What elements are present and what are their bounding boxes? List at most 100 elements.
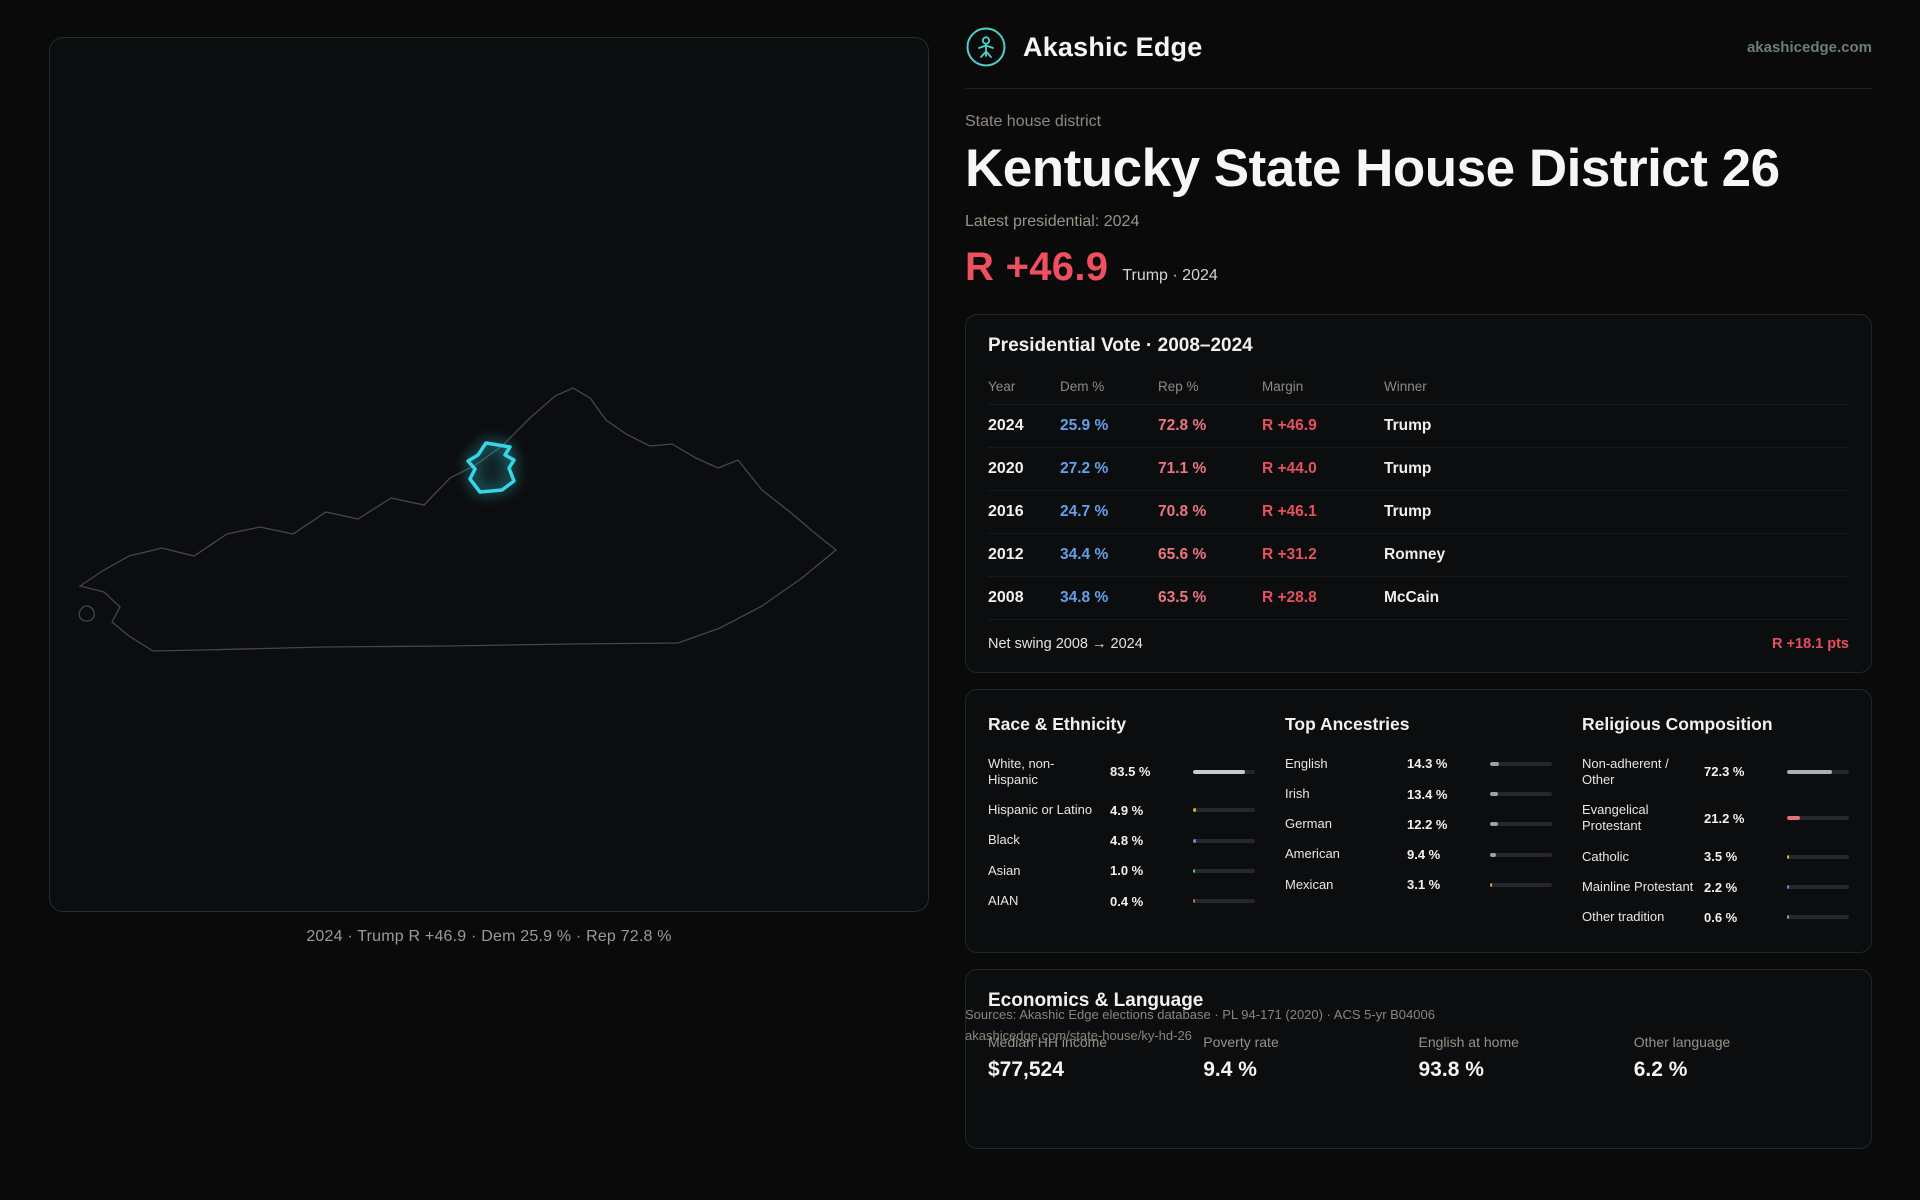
economics-card-title: Economics & Language <box>988 990 1204 1012</box>
cell-winner: Trump <box>1384 459 1432 477</box>
stat-value: 3.5 % <box>1704 849 1738 865</box>
sources-line: Sources: Akashic Edge elections database… <box>965 1007 1435 1022</box>
metric-other-language: Other language 6.2 % <box>1634 1034 1849 1082</box>
list-item: AIAN 0.4 % <box>988 886 1255 916</box>
stat-value: 83.5 % <box>1110 764 1151 780</box>
col-header-year: Year <box>988 378 1016 394</box>
stat-label: White, non-Hispanic <box>988 755 1055 787</box>
brand-domain-link[interactable]: akashicedge.com <box>1746 38 1872 56</box>
metric-value: $77,524 <box>988 1058 1064 1082</box>
stat-label: Other tradition <box>1582 909 1665 925</box>
ancestries-column-title: Top Ancestries <box>1285 713 1410 734</box>
brand-logo-icon <box>966 27 1006 67</box>
stat-label: English <box>1285 755 1328 771</box>
kentucky-map <box>78 387 838 652</box>
metric-value: 9.4 % <box>1203 1058 1257 1082</box>
headline-margin-row: R +46.9 Trump · 2024 <box>965 245 1872 290</box>
stat-bar <box>1490 852 1552 857</box>
metric-value: 6.2 % <box>1633 1058 1688 1082</box>
list-item: English 14.3 % <box>1285 749 1552 779</box>
stat-value: 2.2 % <box>1704 879 1738 895</box>
stat-label: AIAN <box>988 892 1019 908</box>
stat-bar <box>1490 761 1552 766</box>
list-item: German 12.2 % <box>1285 809 1552 839</box>
table-row: 2016 24.7 % 70.8 % R +46.1 Trump <box>988 491 1849 534</box>
stat-value: 3.1 % <box>1407 877 1441 893</box>
table-row: 2024 25.9 % 72.8 % R +46.9 Trump <box>988 405 1849 448</box>
stat-bar <box>1787 854 1849 859</box>
cell-winner: Trump <box>1384 416 1432 434</box>
net-swing-label: Net swing 2008 → 2024 <box>988 635 1143 652</box>
stat-bar <box>1787 816 1849 821</box>
stat-label: German <box>1285 816 1332 832</box>
stat-value: 21.2 % <box>1704 810 1745 826</box>
col-header-dem: Dem % <box>1060 378 1105 394</box>
religion-column: Religious Composition Non-adherent / Oth… <box>1582 714 1849 933</box>
list-item: Irish 13.4 % <box>1285 779 1552 809</box>
metric-poverty-rate: Poverty rate 9.4 % <box>1203 1034 1418 1082</box>
stat-bar <box>1490 882 1552 887</box>
cell-year: 2024 <box>988 416 1024 434</box>
ancestries-column: Top Ancestries English 14.3 % Irish 13.4… <box>1285 714 1552 933</box>
stat-label: American <box>1285 846 1340 862</box>
cell-margin: R +46.1 <box>1262 502 1317 520</box>
cell-winner: Trump <box>1384 502 1432 520</box>
economics-metrics: Median HH income $77,524 Poverty rate 9.… <box>988 1034 1849 1082</box>
cell-margin: R +44.0 <box>1262 459 1317 477</box>
list-item: Catholic 3.5 % <box>1582 842 1849 872</box>
stat-label: Catholic <box>1582 848 1629 864</box>
cell-year: 2012 <box>988 545 1024 563</box>
list-item: Non-adherent / Other 72.3 % <box>1582 749 1849 796</box>
sources-footer: Sources: Akashic Edge elections database… <box>965 1004 1585 1047</box>
stat-bar <box>1490 792 1552 797</box>
latest-presidential-label: Latest presidential: 2024 <box>965 212 1140 230</box>
stat-bar <box>1193 769 1255 774</box>
stat-label: Black <box>988 832 1020 848</box>
col-header-winner: Winner <box>1384 378 1427 394</box>
stat-value: 72.3 % <box>1704 764 1745 780</box>
cell-winner: McCain <box>1384 588 1440 606</box>
religion-column-title: Religious Composition <box>1582 713 1773 734</box>
race-ethnicity-column: Race & Ethnicity White, non-Hispanic 83.… <box>988 714 1255 933</box>
stat-label: Mexican <box>1285 876 1334 892</box>
demographics-grid: Race & Ethnicity White, non-Hispanic 83.… <box>988 714 1849 933</box>
header: Akashic Edge akashicedge.com <box>965 0 1872 89</box>
district-26-shape <box>466 441 516 494</box>
metric-english-at-home: English at home 93.8 % <box>1419 1034 1634 1082</box>
demographics-card: Race & Ethnicity White, non-Hispanic 83.… <box>965 688 1872 954</box>
stat-label: Irish <box>1285 785 1310 801</box>
stat-bar <box>1490 822 1552 827</box>
stat-bar <box>1193 899 1255 904</box>
stat-value: 4.8 % <box>1110 833 1144 849</box>
cell-winner: Romney <box>1384 545 1446 563</box>
cell-margin: R +31.2 <box>1262 545 1317 563</box>
stat-bar <box>1193 808 1255 813</box>
kentucky-state-outline <box>78 387 838 652</box>
stat-value: 0.6 % <box>1704 909 1738 925</box>
stat-bar <box>1787 885 1849 890</box>
race-column-title: Race & Ethnicity <box>988 713 1127 734</box>
metric-label: English at home <box>1418 1034 1519 1051</box>
cell-year: 2016 <box>988 502 1024 520</box>
table-row: 2012 34.4 % 65.6 % R +31.2 Romney <box>988 534 1849 577</box>
district-type-kicker: State house district <box>965 113 1102 130</box>
stat-label: Evangelical Protestant <box>1582 802 1649 834</box>
metric-value: 93.8 % <box>1418 1058 1484 1082</box>
cell-dem-pct: 24.7 % <box>1060 502 1109 520</box>
table-row: 2008 34.8 % 63.5 % R +28.8 McCain <box>988 577 1849 620</box>
cell-dem-pct: 34.4 % <box>1060 545 1109 563</box>
district-map-panel <box>49 37 929 912</box>
cell-margin: R +46.9 <box>1262 416 1317 434</box>
metric-label: Other language <box>1633 1034 1731 1051</box>
presidential-vote-card: Presidential Vote · 2008–2024 Year Dem %… <box>965 313 1872 673</box>
permalink[interactable]: akashicedge.com/state-house/ky-hd-26 <box>965 1028 1192 1044</box>
table-row: 2020 27.2 % 71.1 % R +44.0 Trump <box>988 448 1849 491</box>
stat-value: 13.4 % <box>1407 786 1448 802</box>
stat-value: 1.0 % <box>1110 863 1144 879</box>
stat-label: Asian <box>988 862 1021 878</box>
stat-value: 4.9 % <box>1110 802 1144 818</box>
stat-value: 9.4 % <box>1407 847 1441 863</box>
brand-name: Akashic Edge <box>1023 31 1203 62</box>
headline-margin-context: Trump · 2024 <box>1122 266 1218 284</box>
stat-label: Non-adherent / Other <box>1582 755 1669 787</box>
